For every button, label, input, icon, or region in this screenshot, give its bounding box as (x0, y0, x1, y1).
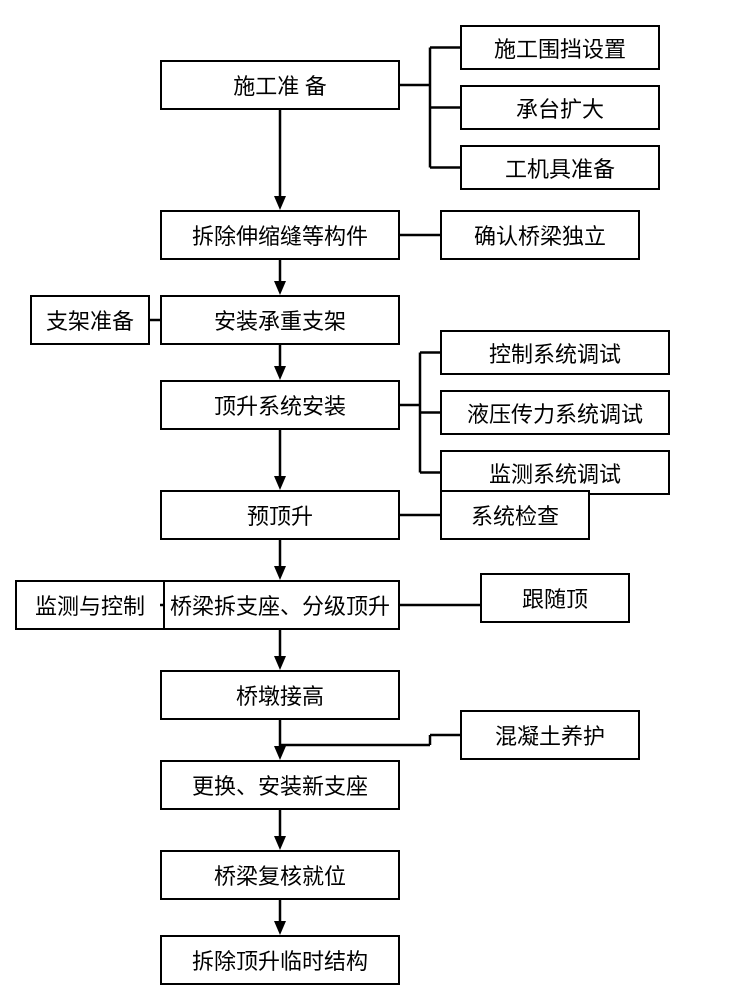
flow-node-s2: 拆除伸缩缝等构件 (160, 210, 400, 260)
arrow-head-icon (274, 476, 286, 490)
flow-node-s5: 预顶升 (160, 490, 400, 540)
arrow-head-icon (274, 366, 286, 380)
flow-node-s1: 施工准 备 (160, 60, 400, 110)
flow-node-r7: 混凝土养护 (460, 710, 640, 760)
arrow-head-icon (274, 281, 286, 295)
flow-node-r1b: 承台扩大 (460, 85, 660, 130)
arrow-head-icon (274, 566, 286, 580)
flow-node-s9: 桥梁复核就位 (160, 850, 400, 900)
flow-node-r1a: 施工围挡设置 (460, 25, 660, 70)
flow-node-s4: 顶升系统安装 (160, 380, 400, 430)
flow-node-r2: 确认桥梁独立 (440, 210, 640, 260)
arrow-head-icon (274, 656, 286, 670)
arrow-head-icon (274, 836, 286, 850)
flow-node-s3: 安装承重支架 (160, 295, 400, 345)
flow-node-l3: 支架准备 (30, 295, 150, 345)
flow-node-r1c: 工机具准备 (460, 145, 660, 190)
flow-node-l6: 监测与控制 (15, 580, 165, 630)
arrow-head-icon (274, 921, 286, 935)
flow-node-r4c: 监测系统调试 (440, 450, 670, 495)
flow-node-r5: 系统检查 (440, 490, 590, 540)
flow-node-r4a: 控制系统调试 (440, 330, 670, 375)
flow-node-r6: 跟随顶 (480, 573, 630, 623)
arrow-head-icon (274, 746, 286, 760)
flow-node-s8: 更换、安装新支座 (160, 760, 400, 810)
arrow-head-icon (274, 196, 286, 210)
flow-node-s6: 桥梁拆支座、分级顶升 (160, 580, 400, 630)
flow-node-r4b: 液压传力系统调试 (440, 390, 670, 435)
flow-node-s7: 桥墩接高 (160, 670, 400, 720)
flow-node-s10: 拆除顶升临时结构 (160, 935, 400, 985)
